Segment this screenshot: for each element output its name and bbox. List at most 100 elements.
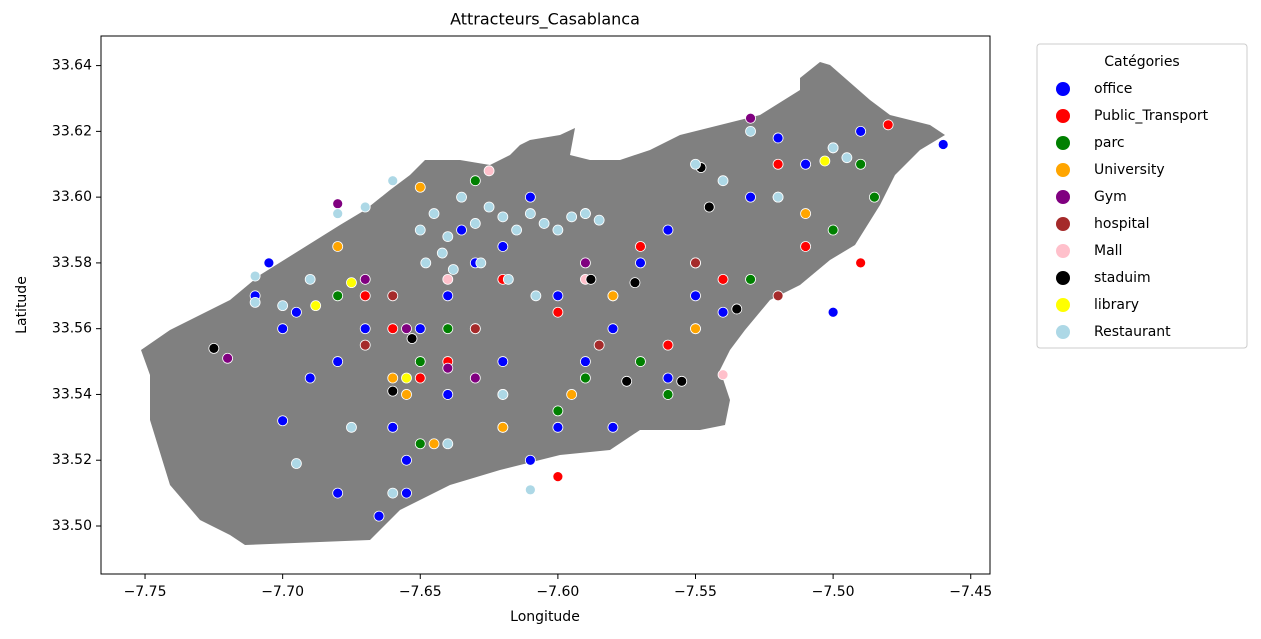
point [401,323,412,335]
x-tick-label: −7.75 [124,584,167,600]
point [469,218,481,229]
point [332,487,344,499]
legend-label: University [1094,162,1165,178]
point [690,323,701,335]
point [442,323,454,335]
point [690,158,701,170]
point [346,421,357,433]
point [442,362,454,374]
point [538,218,550,229]
point [401,389,412,400]
y-tick-label: 33.52 [52,452,92,468]
point [414,372,426,384]
point [310,300,322,312]
point [442,231,454,242]
point [676,375,688,387]
point [428,208,440,219]
legend-marker [1056,82,1070,96]
point [580,372,591,384]
point [772,191,784,203]
y-axis-label: Latitude [14,276,30,334]
point [629,277,641,289]
point [277,300,289,312]
y-tick-label: 33.56 [52,321,92,337]
point [359,323,371,335]
legend-label: office [1094,81,1132,97]
point [291,306,302,318]
legend-marker [1056,325,1070,339]
point [483,201,495,213]
point [263,257,275,269]
legend-label: staduim [1094,270,1151,286]
point [635,241,646,252]
point [249,296,261,308]
point [717,273,729,285]
point [387,175,399,187]
legend-marker [1056,244,1070,258]
point [717,369,729,381]
point [580,257,591,269]
x-tick-label: −7.45 [949,584,992,600]
point [855,158,867,170]
legend-label: parc [1094,135,1125,151]
y-tick-label: 33.58 [52,255,92,271]
point [469,372,481,384]
point [304,372,316,384]
point [401,372,412,384]
x-tick-label: −7.55 [674,584,717,600]
point [703,201,715,213]
point [387,290,399,302]
point [420,257,432,269]
point [566,211,578,223]
point [387,323,399,335]
point [772,132,784,144]
point [428,438,440,450]
point [827,306,839,318]
point [731,303,743,315]
point [745,273,756,285]
point [662,372,674,384]
point [414,181,426,193]
legend-marker [1056,217,1070,231]
legend-marker [1056,298,1070,312]
legend-marker [1056,271,1070,285]
point [800,158,811,170]
point [772,290,784,302]
legend-label: Gym [1094,189,1127,205]
point [607,421,619,433]
legend-title: Catégories [1104,54,1179,70]
point [530,290,542,302]
legend-marker [1056,109,1070,123]
point [745,125,756,137]
legend-label: Mall [1094,243,1122,259]
y-tick-label: 33.60 [52,189,92,205]
legend-box [1036,43,1248,349]
point [524,191,536,203]
point [827,224,839,236]
point [497,389,509,400]
point [447,264,459,275]
point [511,224,523,236]
point [524,454,536,466]
y-tick-label: 33.54 [52,386,92,402]
point [277,415,289,427]
point [332,241,344,252]
x-tick-label: −7.65 [399,584,442,600]
point [580,208,591,219]
point [635,356,646,367]
point [690,257,701,269]
point [690,290,701,302]
point [580,356,591,367]
point [277,323,289,335]
point [497,211,509,223]
legend-label: library [1094,297,1139,313]
point [662,389,674,400]
point [436,247,448,259]
point [621,375,633,387]
point [593,339,605,351]
point [800,241,811,252]
point [552,471,564,483]
point [475,257,487,269]
point [332,198,344,210]
point [483,165,495,177]
